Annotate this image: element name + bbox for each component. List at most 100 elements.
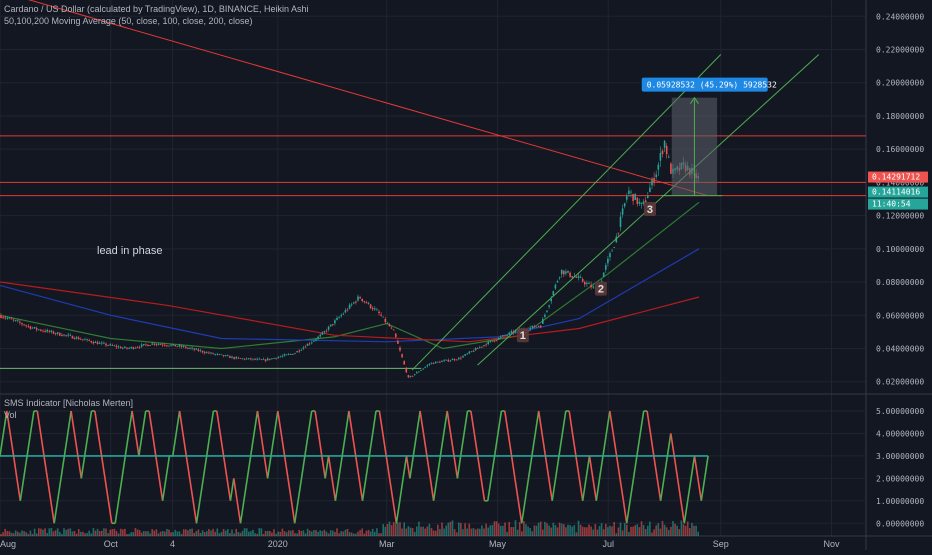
candle-body xyxy=(222,355,225,357)
candle-body xyxy=(138,346,141,348)
volume-bar xyxy=(132,532,135,536)
sms-segment xyxy=(9,433,15,457)
volume-bar xyxy=(54,530,57,536)
candle-body xyxy=(35,328,38,330)
candle-body xyxy=(44,330,46,332)
volume-bar xyxy=(65,529,67,536)
volume-bar xyxy=(180,533,183,536)
volume-bar xyxy=(258,528,261,536)
sms-segment xyxy=(175,410,181,434)
candle-body xyxy=(166,345,168,347)
candle-body xyxy=(14,320,17,321)
candle-body xyxy=(0,315,2,318)
sms-segment xyxy=(67,410,72,434)
candle-body xyxy=(371,307,374,310)
moving-average-line xyxy=(0,281,700,343)
candle-body xyxy=(668,156,670,158)
time-tick-label: Sep xyxy=(713,539,729,549)
measure-tool[interactable]: 0.05928532 (45.29%) 5928532 xyxy=(641,77,777,197)
volume-bar xyxy=(460,522,462,536)
sms-segment xyxy=(2,410,8,434)
volume-bar xyxy=(663,524,666,536)
volume-bar xyxy=(359,530,361,536)
candle-body xyxy=(338,317,340,318)
volume-bar xyxy=(628,532,630,536)
candle-body xyxy=(544,314,546,317)
volume-bar xyxy=(691,523,693,536)
candle-body xyxy=(283,354,286,356)
volume-bar xyxy=(546,523,548,536)
volume-bar xyxy=(697,531,699,536)
sms-segment xyxy=(182,433,188,457)
volume-bar xyxy=(542,529,544,536)
candle-body xyxy=(413,374,416,376)
candle-body xyxy=(537,326,540,328)
volume-bar xyxy=(178,531,181,536)
time-axis[interactable]: Aug Oct 4 2020 Mar May Jul Sep Nov xyxy=(0,539,840,549)
volume-bar xyxy=(672,521,674,536)
time-tick-label: Nov xyxy=(823,539,840,549)
candle-body xyxy=(315,339,317,341)
sms-segment xyxy=(117,478,123,501)
sms-segment xyxy=(639,410,645,434)
sms-segment xyxy=(26,433,32,457)
volume-bar xyxy=(544,521,546,536)
sms-segment xyxy=(561,410,567,434)
sms-segment xyxy=(29,410,35,434)
volume-bar xyxy=(145,531,147,536)
sms-segment xyxy=(222,455,228,479)
volume-bar xyxy=(649,521,651,536)
candle-body xyxy=(329,324,332,327)
sms-segment xyxy=(585,455,591,479)
volume-bar xyxy=(605,523,607,536)
sms-segment xyxy=(209,410,215,434)
volume-bar xyxy=(386,524,389,536)
sms-segment xyxy=(517,500,523,524)
candle-body xyxy=(46,329,48,332)
candle-body xyxy=(174,345,177,347)
candle-body xyxy=(269,358,271,360)
candle-body xyxy=(136,347,139,349)
volume-bar xyxy=(403,522,405,536)
volume-bar xyxy=(367,529,370,536)
candle-body xyxy=(214,354,216,355)
sms-segment xyxy=(293,500,299,524)
sms-segment xyxy=(202,455,208,479)
volume-bar xyxy=(296,533,298,536)
candle-body xyxy=(193,348,195,350)
candle-body xyxy=(275,357,277,359)
sms-segment xyxy=(595,478,601,501)
sms-segment xyxy=(558,433,564,457)
candle-body xyxy=(405,367,408,373)
candle-body xyxy=(69,334,72,336)
candle-body xyxy=(384,318,387,323)
volume-bar xyxy=(453,529,456,536)
candle-body xyxy=(411,375,414,377)
candle-body xyxy=(468,351,471,354)
candle-body xyxy=(164,345,166,346)
candle-body xyxy=(374,308,376,310)
candle-body xyxy=(357,296,359,301)
price-axis[interactable]: 0.24000000 0.22000000 0.20000000 0.18000000… xyxy=(876,12,924,528)
volume-bar xyxy=(657,523,660,536)
sms-segment xyxy=(338,455,343,479)
candle-body xyxy=(4,317,6,319)
price-tick-label: 0.16000000 xyxy=(876,145,924,154)
volume-bar xyxy=(239,532,242,536)
candle-body xyxy=(500,336,502,338)
volume-bar xyxy=(52,531,55,536)
price-badges: 0.14291712 0.14114016 11:40:54 xyxy=(868,171,928,210)
candle-body xyxy=(609,253,611,258)
candle-body xyxy=(48,330,51,332)
volume-bar xyxy=(206,531,208,536)
candle-body xyxy=(602,272,605,277)
sms-segment xyxy=(663,455,669,479)
sms-segment xyxy=(575,455,581,479)
sms-segment xyxy=(348,410,354,434)
volume-bar xyxy=(189,528,191,536)
volume-bar xyxy=(554,524,557,536)
candle-body xyxy=(105,343,107,346)
sms-segment xyxy=(155,455,160,479)
